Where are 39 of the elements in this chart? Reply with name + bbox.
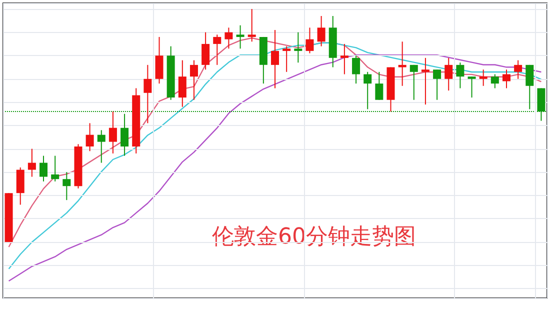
candlestick [398, 41, 406, 86]
candlestick [62, 172, 71, 201]
candlestick [340, 43, 348, 75]
candlestick [364, 71, 372, 110]
candlestick [306, 27, 314, 54]
candlestick [51, 155, 60, 182]
candlestick [468, 76, 476, 98]
candlestick [502, 69, 510, 89]
candlestick [16, 166, 24, 206]
candlestick [155, 36, 164, 84]
candlestick [40, 155, 48, 182]
candlestick [317, 15, 326, 47]
candlestick [433, 69, 442, 100]
candlestick [213, 34, 222, 66]
candlestick [120, 113, 129, 156]
candlestick [86, 122, 94, 152]
candlestick [178, 60, 186, 108]
candlestick [479, 69, 488, 86]
candlestick [271, 29, 279, 89]
candlestick [144, 64, 152, 124]
candlestick [490, 74, 499, 89]
candlestick [444, 57, 453, 92]
candlestick [282, 46, 291, 72]
candlestick [514, 60, 522, 80]
candlestick [456, 62, 464, 89]
candlestick [190, 60, 198, 100]
candlestick [294, 32, 302, 64]
candlestick [421, 57, 430, 106]
candlestick [410, 64, 418, 100]
candlestick [108, 111, 117, 154]
candlestick [28, 148, 36, 178]
candlestick [375, 71, 384, 100]
candlestick [352, 55, 360, 84]
candlestick [236, 24, 244, 50]
candlestick [526, 64, 534, 110]
candlestick [202, 32, 210, 70]
candlestick [248, 8, 256, 42]
candlestick [224, 27, 233, 50]
candlestick [97, 130, 106, 164]
